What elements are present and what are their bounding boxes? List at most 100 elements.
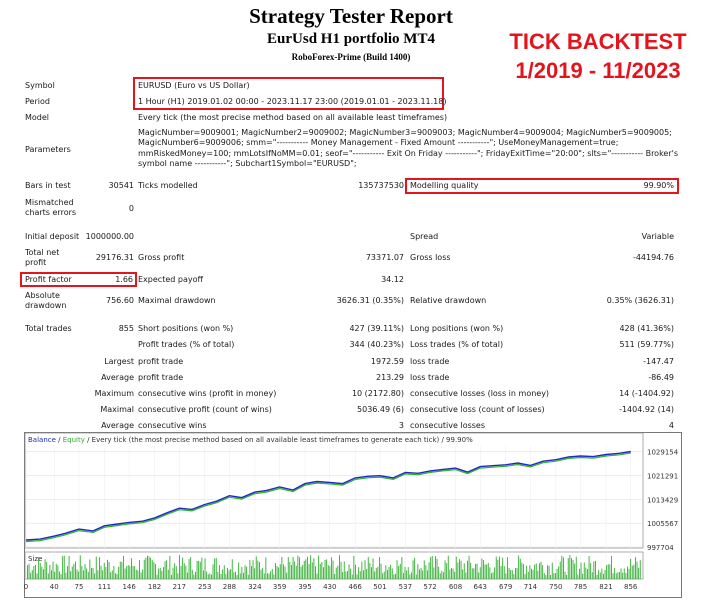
y-tick-label: 997704 [647,544,674,552]
size-bar [596,574,598,579]
size-bar [417,564,419,579]
size-bar [574,563,576,579]
total-trades-label: Total trades [25,324,72,333]
size-bar [129,566,131,579]
average-consecutive-wins-label: consecutive wins [138,421,207,430]
size-bar [159,567,161,579]
size-bar [476,563,478,579]
size-bar [203,570,204,579]
size-bar [363,570,364,579]
size-bar [406,570,408,579]
size-bar [515,568,516,579]
size-bar [494,567,496,579]
quality-value: 99.90% [643,181,674,190]
size-bar [276,566,278,579]
long-positions-value: 428 (41.36%) [619,324,674,333]
size-bar [231,559,233,579]
symbol-period-highlight [133,77,444,110]
size-bar [465,572,467,579]
size-bar [591,572,593,579]
size-bar [454,571,456,579]
size-bar [70,571,72,579]
size-bar [195,571,196,579]
size-bar [334,574,336,579]
size-bar [443,572,444,579]
size-bar [348,564,350,579]
size-bar [516,568,518,579]
size-bar [142,569,144,579]
size-bar [265,557,267,579]
size-bar [185,565,187,579]
size-bar [187,572,188,579]
size-bar [630,558,632,579]
size-bar [46,561,48,579]
size-bar [335,567,337,579]
size-bar [252,560,254,579]
net-profit-label-1: Total net [25,248,60,257]
size-bar [94,573,96,579]
size-bar [395,573,396,579]
size-bar [367,556,369,579]
size-bar [393,574,395,579]
size-bar [289,561,291,579]
size-bar [617,572,619,579]
size-bar [507,557,508,579]
size-bar [79,555,81,579]
size-bar [254,568,256,579]
size-bar [491,573,492,579]
size-bar [295,565,297,579]
size-bar [580,562,582,579]
size-bar [347,571,348,579]
size-bar [409,574,411,579]
size-bar [267,573,268,579]
size-bar [166,560,168,579]
symbol-label: Symbol [25,81,55,90]
size-bar [153,562,155,579]
size-bar [180,565,182,579]
size-bar [473,568,475,579]
size-bar [169,555,171,579]
size-bar [372,558,374,579]
size-bar [383,571,385,579]
size-bar [243,572,244,579]
size-bar [548,565,550,579]
size-bar [387,570,388,579]
size-bar [188,559,190,579]
size-bar [508,568,510,579]
size-bar [62,556,64,579]
size-bar [588,556,590,579]
balance-line [25,450,631,541]
size-bar [92,568,94,579]
size-bar [54,571,56,579]
size-bar [212,564,214,579]
size-bar [439,573,441,579]
loss-trades-label: Loss trades (% of total) [410,340,504,349]
size-bar [526,565,528,579]
report-subtitle: EurUsd H1 portfolio MT4 [267,31,435,47]
size-bar [438,566,440,579]
size-bar [126,566,128,579]
size-bar [374,571,376,579]
size-bar [331,557,332,579]
size-bar [452,568,454,579]
size-bar [167,569,169,579]
size-bar [71,566,73,579]
size-bar [287,557,289,579]
size-bar [468,555,470,579]
size-bar [599,572,601,579]
size-bar [31,570,33,579]
x-tick-label: 537 [399,583,412,591]
bars-value: 30541 [108,181,134,190]
size-bar [567,558,569,579]
size-bar [531,568,532,579]
size-bar [518,555,520,579]
size-bar [211,574,212,579]
size-bar [423,560,425,579]
size-bar [207,574,209,579]
size-bar [619,572,620,579]
size-bar [235,571,236,579]
x-tick-label: 324 [248,583,262,591]
parameters-label: Parameters [25,145,71,154]
size-bar [217,572,219,579]
spread-value: Variable [641,232,674,241]
